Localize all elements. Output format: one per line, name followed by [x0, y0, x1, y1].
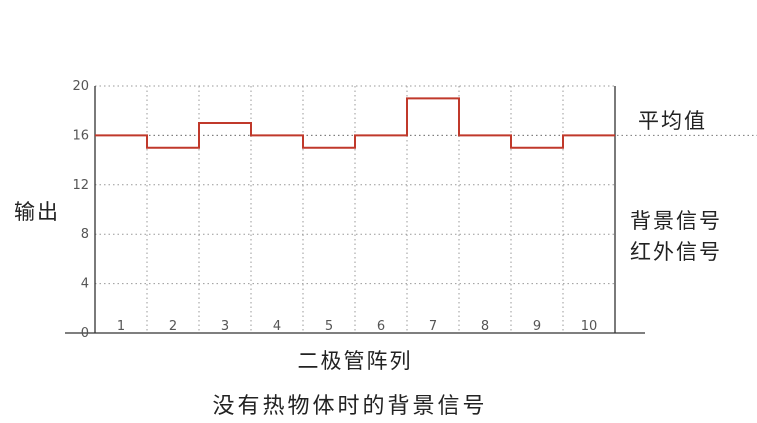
x-tick-label: 8 — [481, 319, 489, 334]
x-tick-label: 3 — [221, 319, 229, 334]
y-tick-label: 16 — [72, 128, 89, 143]
x-tick-label: 7 — [429, 319, 437, 334]
series-step-line — [95, 97, 615, 149]
y-tick-label: 8 — [81, 227, 89, 242]
y-tick-label: 4 — [81, 277, 89, 292]
chart-title: 没有热物体时的背景信号 — [212, 394, 487, 419]
x-tick-label: 1 — [117, 319, 125, 334]
infrared-signal-annotation: 红外信号 — [630, 240, 722, 264]
x-tick-labels: 1 2 3 4 5 6 7 8 9 10 — [117, 319, 597, 334]
grid — [95, 85, 615, 333]
series — [95, 97, 615, 149]
x-tick-label: 5 — [325, 319, 333, 334]
y-tick-labels: 0 4 8 12 16 20 — [72, 79, 89, 341]
y-tick-label: 20 — [72, 79, 89, 94]
average-label: 平均值 — [638, 109, 707, 133]
y-tick-label: 0 — [81, 326, 89, 341]
x-tick-label: 6 — [377, 319, 385, 334]
y-tick-label: 12 — [72, 178, 89, 193]
background-signal-annotation: 背景信号 — [630, 209, 722, 233]
y-axis-label: 输出 — [14, 200, 60, 224]
x-axis-label: 二极管阵列 — [298, 349, 413, 373]
x-tick-label: 2 — [169, 319, 177, 334]
x-tick-label: 10 — [581, 319, 598, 334]
x-tick-label: 4 — [273, 319, 281, 334]
axes — [65, 86, 645, 334]
x-tick-label: 9 — [533, 319, 541, 334]
